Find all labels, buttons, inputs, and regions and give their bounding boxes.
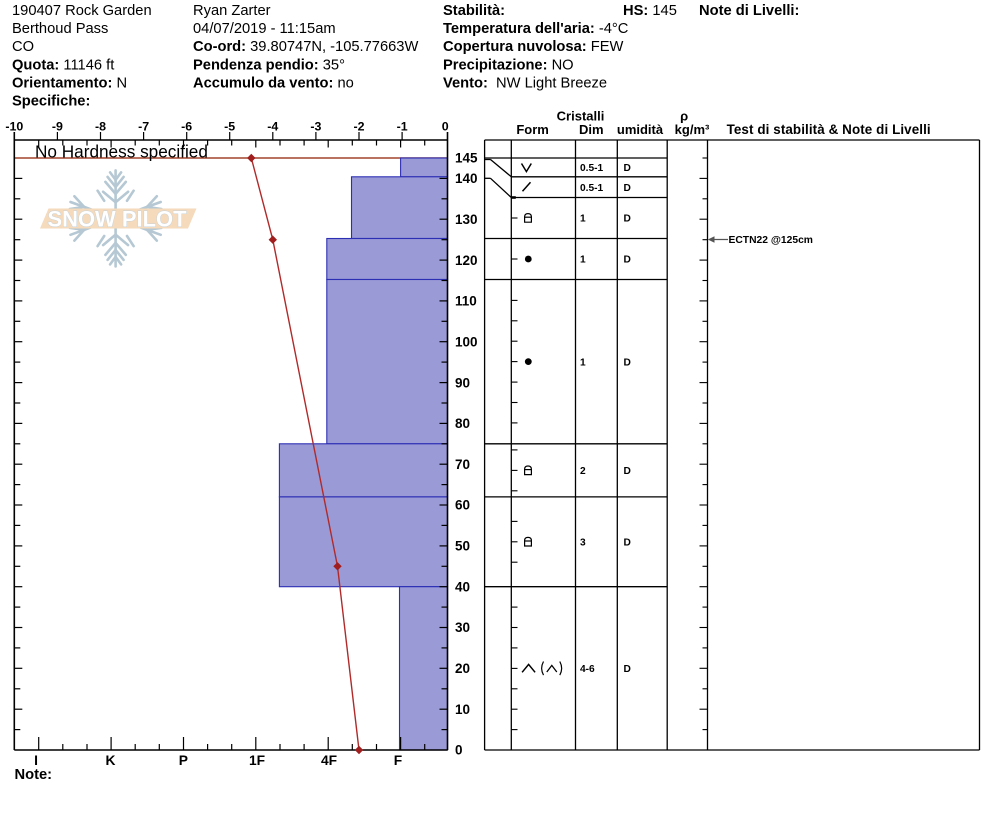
svg-text:4F: 4F — [321, 753, 337, 768]
svg-text:1: 1 — [580, 357, 586, 368]
svg-text:Orientamento: N: Orientamento: N — [12, 75, 127, 91]
svg-text:140: 140 — [455, 171, 478, 186]
svg-text:F: F — [394, 753, 402, 768]
svg-text:1F: 1F — [249, 753, 265, 768]
svg-text:Form: Form — [516, 122, 549, 137]
svg-text:ρ: ρ — [680, 109, 688, 124]
svg-text:60: 60 — [455, 498, 470, 513]
svg-text:40: 40 — [455, 579, 470, 594]
svg-text:Accumulo da vento: no: Accumulo da vento: no — [193, 75, 354, 91]
svg-text:0.5-1: 0.5-1 — [580, 183, 604, 194]
svg-text:-5: -5 — [224, 119, 235, 133]
svg-text:Ryan Zarter: Ryan Zarter — [193, 3, 271, 19]
svg-text:-7: -7 — [138, 119, 149, 133]
svg-text:D: D — [624, 538, 631, 549]
svg-text:Co-ord: 39.80747N, -105.77663W: Co-ord: 39.80747N, -105.77663W — [193, 39, 418, 55]
svg-text:145: 145 — [455, 151, 478, 166]
svg-text:30: 30 — [455, 620, 470, 635]
svg-text:umidità: umidità — [617, 122, 664, 137]
svg-text:130: 130 — [455, 212, 478, 227]
svg-text:0: 0 — [455, 743, 463, 758]
svg-text:-4: -4 — [267, 119, 278, 133]
svg-text:Stabilità:: Stabilità: — [443, 3, 505, 19]
svg-text:90: 90 — [455, 375, 470, 390]
svg-text:HS: 145: HS: 145 — [623, 3, 677, 19]
svg-text:Temperatura dell'aria: -4°C: Temperatura dell'aria: -4°C — [443, 21, 629, 37]
svg-text:CO: CO — [12, 39, 34, 55]
svg-text:110: 110 — [455, 294, 477, 309]
svg-text:K: K — [106, 753, 116, 768]
svg-text:1: 1 — [580, 255, 586, 266]
svg-text:-6: -6 — [181, 119, 192, 133]
svg-text:D: D — [624, 466, 631, 477]
svg-text:120: 120 — [455, 253, 478, 268]
svg-text:1: 1 — [580, 214, 586, 225]
svg-text:-9: -9 — [52, 119, 63, 133]
svg-text:Note:: Note: — [15, 767, 53, 783]
svg-text:10: 10 — [455, 702, 470, 717]
svg-text:0.5-1: 0.5-1 — [580, 163, 604, 174]
svg-text:Precipitazione: NO: Precipitazione: NO — [443, 57, 574, 73]
svg-text:70: 70 — [455, 457, 470, 472]
svg-text:ECTN22 @125cm: ECTN22 @125cm — [729, 235, 813, 246]
svg-text:No Hardness specified: No Hardness specified — [35, 142, 208, 162]
svg-text:-3: -3 — [310, 119, 321, 133]
svg-text:P: P — [179, 753, 188, 768]
svg-text:Quota: 11146 ft: Quota: 11146 ft — [12, 57, 114, 73]
svg-text:04/07/2019 - 11:15am: 04/07/2019 - 11:15am — [193, 21, 336, 37]
svg-text:-10: -10 — [5, 119, 23, 133]
svg-text:Specifiche:: Specifiche: — [12, 94, 90, 110]
svg-text:3: 3 — [580, 538, 586, 549]
svg-text:Berthoud Pass: Berthoud Pass — [12, 21, 108, 37]
svg-text:-1: -1 — [397, 119, 408, 133]
svg-text:190407 Rock Garden: 190407 Rock Garden — [12, 3, 152, 19]
svg-text:Cristalli: Cristalli — [557, 109, 605, 124]
svg-text:Note di Livelli:: Note di Livelli: — [699, 3, 799, 19]
svg-text:20: 20 — [455, 661, 470, 676]
svg-text:Test di stabilità & Note di Li: Test di stabilità & Note di Livelli — [727, 122, 931, 137]
svg-text:D: D — [624, 214, 631, 225]
svg-text:0: 0 — [442, 119, 449, 133]
svg-text:50: 50 — [455, 539, 470, 554]
svg-text:D: D — [624, 255, 631, 266]
svg-text:4-6: 4-6 — [580, 664, 595, 675]
svg-text:Pendenza pendio: 35°: Pendenza pendio: 35° — [193, 57, 345, 73]
svg-text:SNOW PILOT: SNOW PILOT — [48, 206, 187, 231]
svg-text:D: D — [624, 163, 631, 174]
svg-text:D: D — [624, 183, 631, 194]
svg-text:100: 100 — [455, 334, 478, 349]
svg-text:D: D — [624, 357, 631, 368]
svg-text:-2: -2 — [353, 119, 364, 133]
svg-text:I: I — [34, 753, 38, 768]
svg-text:Copertura nuvolosa: FEW: Copertura nuvolosa: FEW — [443, 39, 623, 55]
svg-text:Vento: NW Light Breeze: Vento: NW Light Breeze — [443, 75, 607, 91]
svg-text:kg/m³: kg/m³ — [675, 122, 710, 137]
svg-text:2: 2 — [580, 466, 586, 477]
svg-text:D: D — [624, 664, 631, 675]
svg-text:Dim: Dim — [579, 122, 604, 137]
svg-text:-8: -8 — [95, 119, 106, 133]
svg-text:80: 80 — [455, 416, 470, 431]
